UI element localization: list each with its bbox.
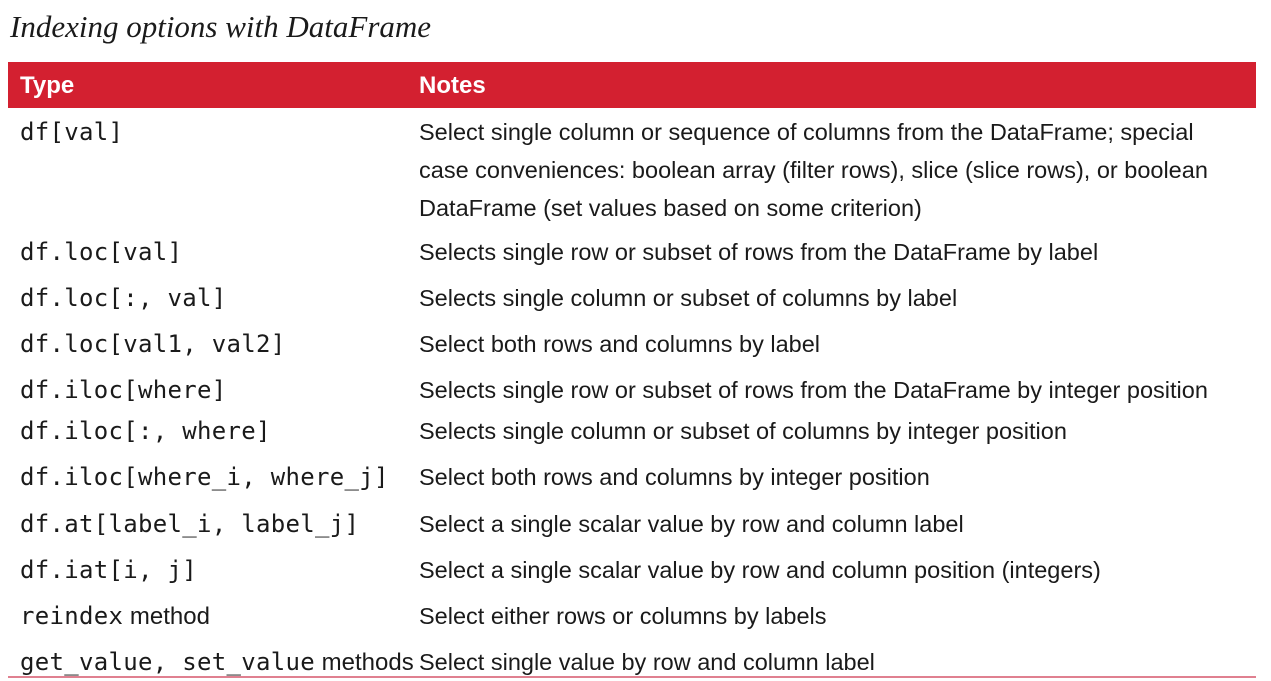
- type-code: reindex: [20, 602, 124, 630]
- row-type: df.iloc[where_i, where_j]: [8, 458, 419, 497]
- type-suffix: methods: [314, 649, 414, 676]
- table-caption: Indexing options with DataFrame: [10, 9, 432, 44]
- table-row: df[val] Select single column or sequence…: [8, 113, 1256, 227]
- header-notes: Notes: [419, 72, 486, 99]
- type-code: df.iloc[where_i, where_j]: [20, 463, 389, 491]
- row-notes: Selects single column or subset of colum…: [419, 418, 1067, 444]
- row-type: df.iloc[:, where]: [8, 412, 419, 451]
- row-notes: Selects single row or subset of rows fro…: [419, 377, 1208, 403]
- row-type: df.loc[val1, val2]: [8, 325, 419, 364]
- table-row: df.loc[val] Selects single row or subset…: [8, 233, 1256, 272]
- row-notes: Select both rows and columns by integer …: [419, 464, 930, 490]
- row-notes: Select single value by row and column la…: [419, 649, 875, 675]
- indexing-options-table: Type Notes df[val] Select single column …: [8, 62, 1256, 681]
- type-code: df.loc[val]: [20, 238, 183, 266]
- row-notes: Select a single scalar value by row and …: [419, 557, 1101, 583]
- type-code: get_value, set_value: [20, 648, 315, 676]
- row-notes: Select a single scalar value by row and …: [419, 511, 964, 537]
- type-suffix: method: [123, 603, 210, 630]
- header-type: Type: [20, 72, 75, 99]
- row-type: reindex method: [8, 597, 419, 636]
- row-notes: Selects single column or subset of colum…: [419, 285, 958, 311]
- table-row: df.at[label_i, label_j] Select a single …: [8, 505, 1256, 544]
- row-notes: Select single column or sequence of colu…: [419, 119, 1208, 221]
- type-code: df[val]: [20, 118, 124, 146]
- table-row: df.iat[i, j] Select a single scalar valu…: [8, 551, 1256, 590]
- table-row: df.iloc[where_i, where_j] Select both ro…: [8, 458, 1256, 497]
- type-code: df.iat[i, j]: [20, 556, 197, 584]
- type-code: df.at[label_i, label_j]: [20, 510, 360, 538]
- table-row: df.loc[:, val] Selects single column or …: [8, 279, 1256, 318]
- row-type: df.loc[val]: [8, 233, 419, 272]
- row-type: get_value, set_value methods: [8, 643, 419, 681]
- type-code: df.loc[val1, val2]: [20, 330, 286, 358]
- table-row: df.iloc[where] Selects single row or sub…: [8, 371, 1256, 410]
- table-header-row: Type Notes: [8, 62, 1256, 108]
- row-notes: Select either rows or columns by labels: [419, 603, 827, 629]
- table-row: get_value, set_value methods Select sing…: [8, 643, 1256, 681]
- table-row: df.loc[val1, val2] Select both rows and …: [8, 325, 1256, 364]
- row-type: df.loc[:, val]: [8, 279, 419, 318]
- row-type: df[val]: [8, 113, 419, 152]
- row-type: df.at[label_i, label_j]: [8, 505, 419, 544]
- row-type: df.iloc[where]: [8, 371, 419, 410]
- type-code: df.loc[:, val]: [20, 284, 227, 312]
- type-code: df.iloc[where]: [20, 376, 227, 404]
- row-notes: Selects single row or subset of rows fro…: [419, 239, 1099, 265]
- table-bottom-rule: [8, 676, 1256, 678]
- row-type: df.iat[i, j]: [8, 551, 419, 590]
- table-row: df.iloc[:, where] Selects single column …: [8, 412, 1256, 451]
- type-code: df.iloc[:, where]: [20, 417, 271, 445]
- row-notes: Select both rows and columns by label: [419, 331, 821, 357]
- table-row: reindex method Select either rows or col…: [8, 597, 1256, 636]
